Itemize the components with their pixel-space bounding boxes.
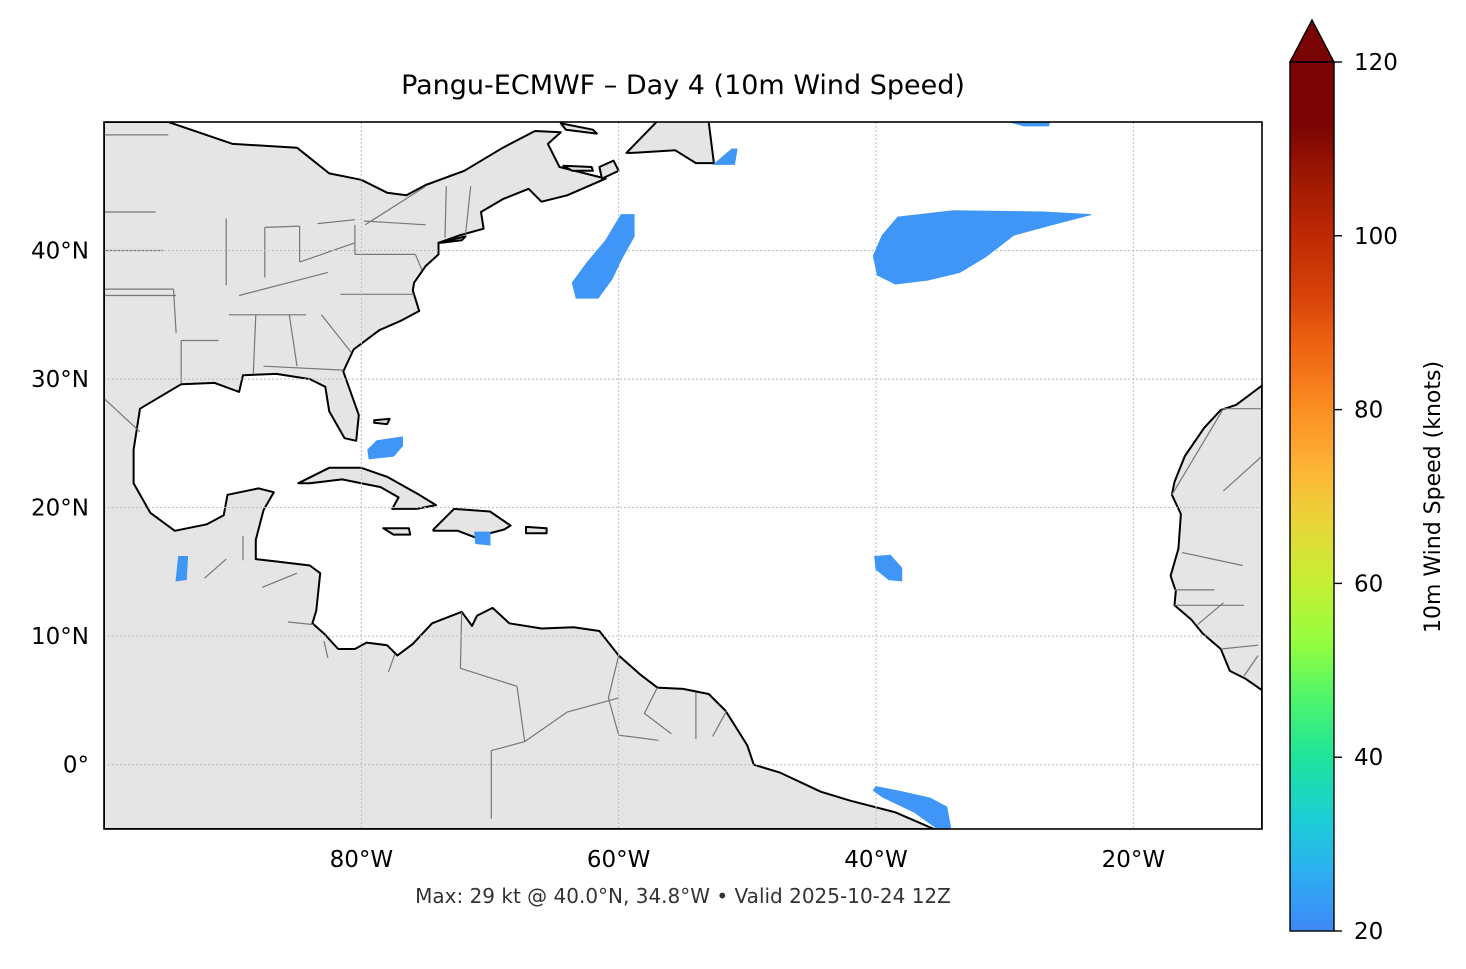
colorbar-gradient (1289, 61, 1335, 932)
political-border (387, 653, 396, 673)
pacific-wind-patch (175, 556, 189, 582)
political-border (288, 314, 298, 367)
political-border (643, 687, 672, 735)
political-border (172, 289, 177, 333)
political-border (1220, 644, 1259, 650)
longitude-tick-labels: 80°W 60°W 40°W 20°W (330, 847, 1166, 873)
newfoundland-landmass (625, 122, 715, 165)
hispaniola-landmass (432, 507, 512, 539)
africa-landmass (1169, 384, 1262, 829)
political-border (204, 558, 227, 579)
political-border (516, 686, 526, 742)
political-border (299, 242, 356, 263)
anticosti-landmass (559, 122, 598, 135)
political-border (414, 254, 423, 271)
political-border (264, 225, 300, 228)
colorbar-tick-label: 20 (1354, 919, 1383, 945)
political-border (262, 572, 298, 588)
political-border (1182, 552, 1243, 567)
puerto-rico-landmass (525, 525, 548, 535)
latitude-tick-label: 0° (63, 753, 89, 779)
latitude-tick-label: 20°N (31, 496, 89, 522)
cape-breton-landmass (598, 159, 620, 180)
latitude-tick-label: 30°N (31, 367, 89, 393)
political-border (1197, 602, 1224, 626)
longitude-tick-label: 60°W (587, 847, 651, 873)
political-border (104, 397, 141, 433)
north-america-landmass (104, 122, 942, 829)
political-border (1171, 408, 1224, 496)
political-border (712, 710, 728, 737)
colorbar-tick-label: 60 (1354, 571, 1383, 597)
political-border (317, 219, 355, 225)
western-atlantic-wind-patch (571, 214, 635, 299)
colorbar: 20 40 60 80 100 120 10m Wind Speed (knots) (1288, 18, 1446, 945)
colorbar-ticks: 20 40 60 80 100 120 (1334, 50, 1398, 945)
longitude-tick-label: 80°W (330, 847, 394, 873)
long-island-landmass (437, 235, 467, 244)
graticule-layer (104, 122, 1262, 829)
max-wind-footer: Max: 29 kt @ 40.0°N, 34.8°W • Valid 2025… (415, 884, 951, 908)
political-border (238, 271, 329, 297)
longitude-tick-label: 20°W (1102, 847, 1166, 873)
political-border (460, 667, 518, 687)
pei-landmass (562, 164, 594, 172)
wind-layer (175, 122, 1092, 829)
colorbar-tick-label: 40 (1354, 745, 1383, 771)
central-atlantic-wind-patch (872, 210, 1092, 285)
jamaica-landmass (382, 527, 412, 536)
bahamas-wind-patch (367, 436, 403, 460)
political-border (252, 314, 257, 374)
colorbar-tick-label: 100 (1354, 224, 1398, 250)
political-border (320, 314, 352, 353)
political-border (1243, 655, 1259, 677)
colorbar-tick-label: 80 (1354, 398, 1383, 424)
map-frame (103, 121, 1263, 830)
grand-bahama-landmass (373, 417, 391, 426)
north-edge-wind-patch (1009, 122, 1051, 127)
political-border (459, 611, 463, 669)
colorbar-tick-label: 120 (1354, 50, 1398, 76)
political-border (444, 186, 447, 238)
latitude-tick-label: 10°N (31, 624, 89, 650)
land-layer (104, 122, 1262, 829)
political-border (263, 365, 344, 371)
hispaniola-south-wind-patch (474, 531, 491, 546)
political-border (1222, 455, 1262, 492)
political-border (323, 641, 329, 659)
colorbar-extend-arrow (1288, 18, 1336, 63)
political-border (364, 185, 427, 226)
political-border (363, 220, 426, 226)
map-title: Pangu-ECMWF – Day 4 (10m Wind Speed) (401, 70, 965, 101)
tropical-atlantic-wind-patch (874, 554, 903, 582)
political-border (607, 655, 659, 741)
political-border (287, 621, 314, 626)
political-border (524, 697, 619, 743)
political-border (491, 741, 525, 752)
latitude-tick-label: 40°N (31, 239, 89, 265)
longitude-tick-label: 40°W (844, 847, 908, 873)
political-border (465, 186, 472, 234)
gulf-of-st-lawrence-wind-patch (712, 148, 738, 165)
colorbar-label: 10m Wind Speed (knots) (1421, 361, 1446, 633)
latitude-tick-labels: 40°N 30°N 20°N 10°N 0° (31, 239, 89, 779)
